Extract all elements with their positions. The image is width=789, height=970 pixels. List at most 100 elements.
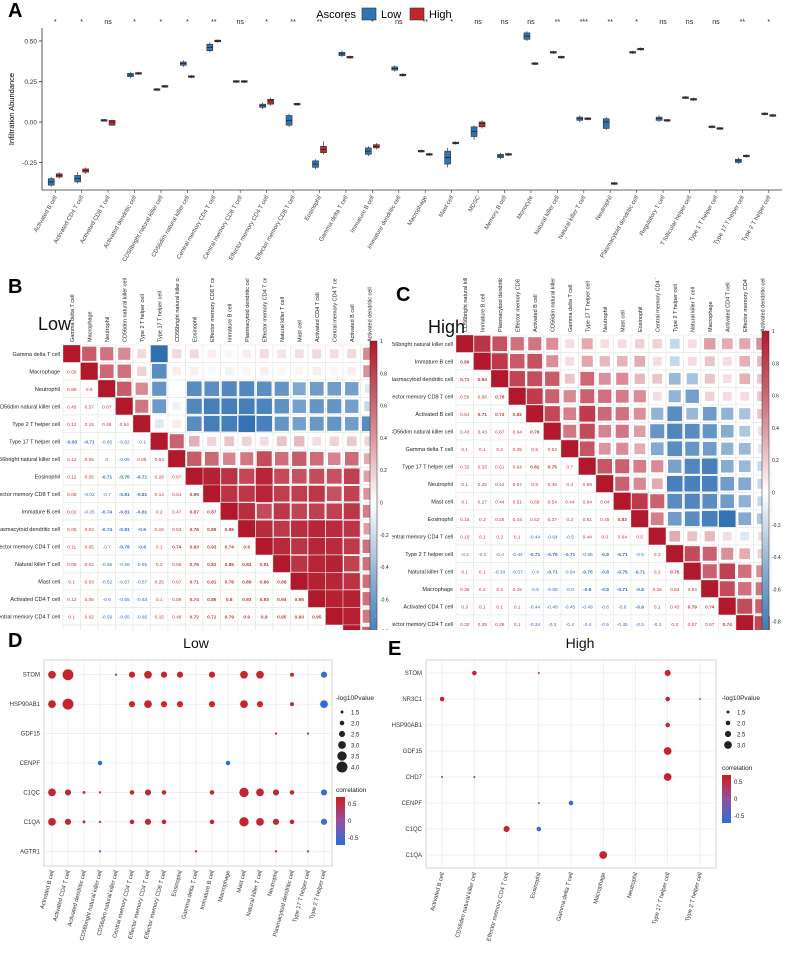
heatmap-square (579, 423, 595, 439)
heatmap-cell (595, 474, 614, 493)
heatmap-square (364, 436, 374, 446)
heatmap-square (719, 563, 735, 579)
heatmap-square (597, 458, 613, 474)
dot (472, 670, 477, 676)
heatmap-col-label: Effector memory CD8 T cell (210, 278, 216, 342)
dotplot-title: Low (183, 635, 210, 651)
heatmap-value: 0.95 (277, 614, 287, 620)
heatmap-value: -0.05 (119, 457, 130, 463)
heatmap-value: 0.28 (155, 474, 165, 480)
heatmap-square (325, 590, 343, 608)
heatmap-square (580, 389, 595, 404)
dot (144, 789, 152, 796)
heatmap-value: 0.08 (67, 562, 77, 568)
heatmap-square (343, 607, 361, 625)
dot (144, 700, 152, 709)
heatmap-value: 0.57 (705, 622, 715, 628)
heatmap-value: -0.64 (547, 534, 558, 540)
heatmap-square (308, 485, 325, 502)
dot (64, 818, 72, 825)
heatmap-value: -0.71 (617, 552, 628, 558)
heatmap-value: -0.8 (583, 587, 592, 593)
heatmap-square (701, 458, 718, 475)
heatmap-value: 0.87 (207, 509, 217, 515)
heatmap-square (188, 435, 200, 447)
heatmap-square (738, 564, 752, 578)
legend-label-low: Low (381, 9, 401, 21)
heatmap-value: 0.3 (654, 552, 661, 558)
heatmap-value: 0.2 (156, 562, 163, 568)
heatmap-square (652, 339, 662, 349)
heatmap-col-label: Central memory CD4 T cell (655, 278, 661, 332)
significance-label: ns (104, 19, 112, 26)
heatmap-value: 0.94 (277, 597, 287, 603)
dot (663, 773, 672, 781)
legend-label-high: High (429, 9, 452, 21)
heatmap-value: 0.2 (496, 534, 503, 540)
gene-label: C1QC (23, 790, 40, 796)
heatmap-cell (560, 439, 579, 458)
heatmap-value: 0.15 (155, 614, 165, 620)
significance-label: * (160, 19, 163, 26)
heatmap-square (274, 416, 289, 431)
heatmap-col-label: Effector memory CD8 T cell (515, 278, 521, 332)
heatmap-square (528, 337, 542, 351)
heatmap-value: 0.47 (172, 509, 182, 515)
heatmap-square (634, 443, 646, 455)
significance-label: ** (422, 19, 428, 26)
significance-label: ns (527, 19, 535, 26)
heatmap-square (255, 485, 273, 503)
x-tick-label: Mast cell (438, 195, 455, 219)
heatmap-square (82, 346, 97, 361)
dot (98, 820, 102, 824)
heatmap-square (739, 338, 751, 350)
dot (473, 776, 476, 778)
dot (537, 672, 540, 674)
heatmap-value: 0.64 (600, 499, 610, 505)
heatmap-value: -0.81 (136, 509, 147, 515)
heatmap-square (277, 349, 287, 359)
heatmap-value: 0.1 (68, 614, 75, 620)
dot (209, 819, 215, 825)
heatmap-value: 0.86 (460, 359, 470, 365)
heatmap-square (172, 419, 181, 428)
heatmap-value: 0.48 (548, 482, 558, 488)
heatmap-square (740, 391, 750, 401)
heatmap-value: 0.11 (67, 544, 76, 550)
heatmap-col-label: Macrophage (708, 301, 714, 332)
heatmap-row-label: CD56dim natural killer cell (0, 404, 60, 410)
heatmap-square (740, 531, 750, 541)
dotplot-title: High (566, 635, 595, 651)
gene-label: HSP90AB1 (10, 702, 41, 708)
significance-label: ns (686, 19, 694, 26)
dot-colorbar (336, 797, 345, 845)
legend-key-high (409, 7, 425, 21)
heatmap-square (509, 371, 525, 387)
dot (665, 722, 670, 728)
heatmap-value: 0.61 (495, 464, 505, 470)
heatmap-square (363, 487, 376, 500)
heatmap-value: -0.45 (564, 604, 575, 610)
heatmap-value: 0.28 (495, 622, 505, 628)
heatmap-square (291, 485, 308, 502)
heatmap-value: 0.85 (225, 562, 235, 568)
dot (274, 732, 278, 735)
x-tick-label: Type 1 T helper cell (688, 195, 719, 243)
heatmap-row-label: Eosinophil (428, 517, 453, 523)
heatmap-square (722, 531, 732, 541)
color-legend-label: 0 (734, 797, 738, 803)
heatmap-square (256, 381, 272, 397)
heatmap-square (720, 476, 735, 491)
heatmap-value: 0.84 (242, 562, 252, 568)
heatmap-value: -0.4 (583, 622, 592, 628)
cell-label: Macrophage (218, 870, 232, 903)
heatmap-row-label: Immature B cell (415, 359, 453, 365)
heatmap-cell (80, 624, 99, 630)
colorbar (369, 340, 378, 630)
heatmap-value: 0.1 (514, 604, 521, 610)
dot (129, 790, 135, 795)
heatmap-value: 0.27 (478, 499, 488, 505)
heatmap-cell (255, 537, 274, 556)
heatmap-row-label: Activated CD4 T cell (10, 597, 60, 603)
heatmap-row-label: CD56dim natural killer cell (392, 429, 453, 435)
